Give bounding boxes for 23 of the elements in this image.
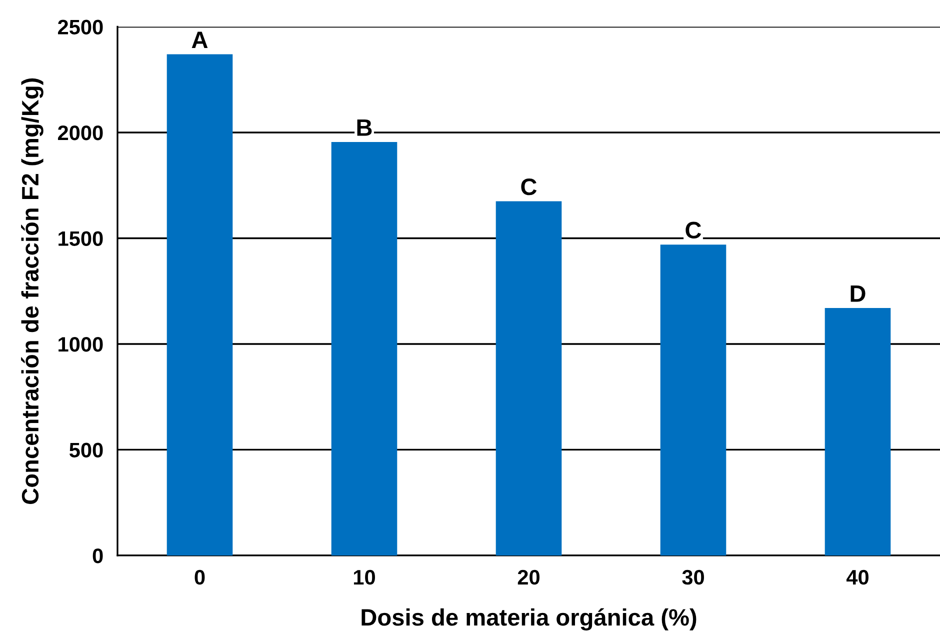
x-axis-title: Dosis de materia orgánica (%)	[362, 608, 696, 631]
bar	[166, 54, 233, 556]
x-tick-label: 0	[194, 570, 205, 585]
x-tick-label: 40	[846, 570, 868, 585]
y-tick-label: 1500	[58, 231, 103, 246]
annotation: D	[850, 285, 866, 302]
annotation: B	[357, 119, 372, 136]
annotation: A	[192, 32, 208, 48]
x-tick-label: 20	[518, 570, 540, 585]
y-tick-label: 1000	[58, 336, 103, 352]
bar	[660, 244, 726, 556]
y-tick-label: 500	[69, 442, 103, 458]
y-tick-label: 2000	[58, 125, 103, 140]
bar	[824, 308, 891, 556]
x-tick-label: 30	[682, 570, 704, 585]
bar	[496, 201, 562, 556]
y-tick-label: 2500	[58, 20, 103, 35]
y-tick-label: 0	[92, 548, 103, 564]
y-axis-title: Concentración de fracción F2 (mg/Kg)	[21, 78, 44, 504]
x-tick-label: 10	[354, 570, 375, 585]
annotation: C	[686, 222, 702, 239]
bar	[331, 142, 398, 556]
annotation: C	[521, 178, 537, 196]
